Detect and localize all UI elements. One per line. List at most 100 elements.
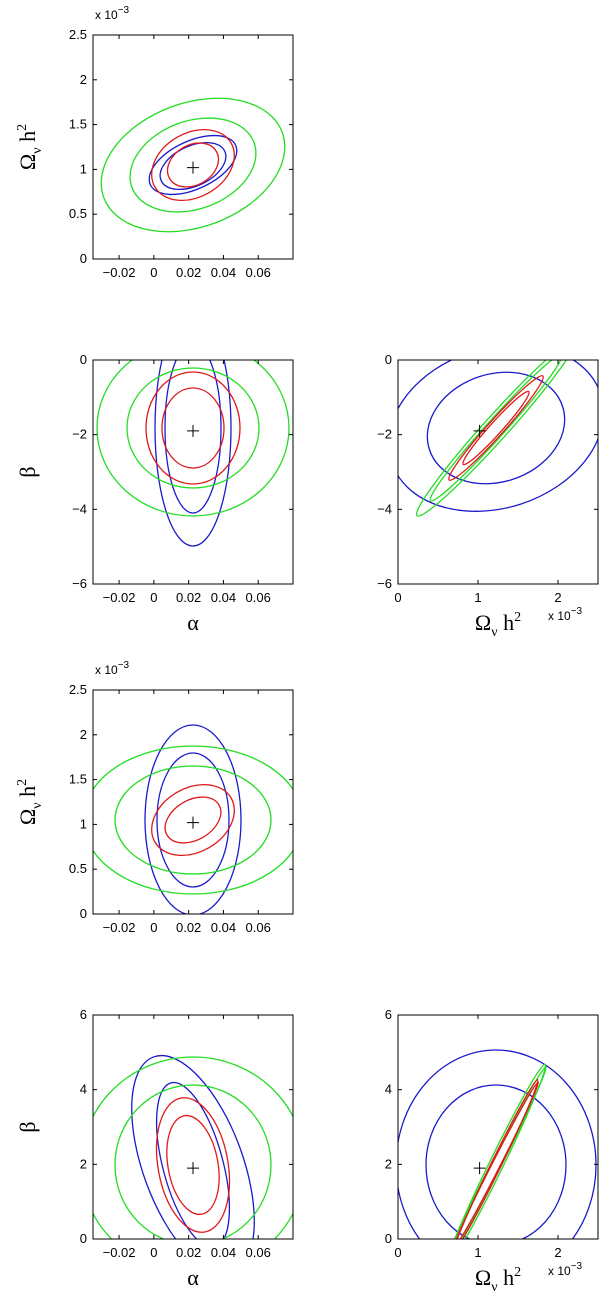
- contours: [100, 97, 286, 233]
- red-contour-5: [453, 1078, 539, 1239]
- x-tick-label: 0.06: [246, 1245, 271, 1260]
- y-tick-label: 1: [80, 161, 87, 176]
- green-contour-3: [415, 360, 577, 517]
- contours: [398, 360, 598, 517]
- y-tick-label: 0: [80, 352, 87, 367]
- x-tick-label: 0.06: [246, 920, 271, 935]
- y-tick-label: 0: [385, 352, 392, 367]
- red-contour-5: [145, 371, 241, 485]
- y-tick-label: 0: [80, 906, 87, 921]
- red-contour-5: [151, 128, 235, 202]
- axes-frame: [397, 1014, 599, 1240]
- y-tick-label: −2: [72, 427, 87, 442]
- x-tick-label: 0: [150, 920, 157, 935]
- green-contour-4: [114, 765, 272, 875]
- best-fit-marker: [473, 424, 486, 437]
- x-axis-label: Ων h2: [475, 610, 521, 640]
- red-contour-5: [151, 783, 235, 857]
- x-tick-label: 1: [474, 590, 481, 605]
- red-contour-5: [155, 1097, 231, 1233]
- red-contour-6: [462, 390, 530, 466]
- x-tick-label: 0: [150, 1245, 157, 1260]
- y-tick-label: 2: [385, 1156, 392, 1171]
- x-tick-label: 0.02: [176, 920, 201, 935]
- contours: [96, 360, 290, 547]
- blue-contour-2: [156, 752, 230, 888]
- x-tick-label: 0: [394, 590, 401, 605]
- x-tick-label: 0.04: [211, 265, 236, 280]
- axes-frame: [92, 34, 294, 260]
- x-tick-label: 0.06: [246, 590, 271, 605]
- x-tick-label: 0.02: [176, 590, 201, 605]
- green-contour-4: [429, 360, 563, 502]
- y-axis-label: β: [15, 1121, 40, 1132]
- blue-contour-1: [131, 1054, 255, 1239]
- contours: [93, 724, 293, 914]
- panel-5: −0.02 0 0.02 0.04 0.06 0 2 4 6 α β: [15, 1007, 294, 1290]
- x-exponent-label: x 10−3: [548, 606, 583, 623]
- y-tick-label: −4: [377, 501, 392, 516]
- panel-4: −0.02 0 0.02 0.04 0.06 0 0.5 1 1.5 2 2.5 x 10−3 Ων h…: [15, 660, 294, 935]
- y-axis-label: Ων h2: [15, 124, 45, 170]
- y-tick-label: 0: [80, 251, 87, 266]
- x-tick-label: 0.04: [211, 1245, 236, 1260]
- blue-contour-2: [426, 371, 566, 485]
- y-exponent-label: x 10−3: [95, 5, 130, 22]
- y-axis-label: β: [15, 466, 40, 477]
- best-fit-marker: [187, 424, 199, 437]
- blue-contour-1: [148, 134, 238, 196]
- green-contour-4: [114, 1084, 272, 1239]
- x-axis-label: α: [187, 610, 199, 635]
- x-tick-label: −0.02: [103, 1245, 136, 1260]
- y-tick-label: −6: [72, 576, 87, 591]
- y-tick-label: −2: [377, 427, 392, 442]
- y-tick-label: 0: [80, 1231, 87, 1246]
- green-contour-4: [126, 367, 260, 489]
- y-tick-label: 2: [80, 1156, 87, 1171]
- y-tick-label: 4: [385, 1082, 392, 1097]
- x-tick-label: 1: [474, 1245, 481, 1260]
- blue-contour-2: [425, 1084, 567, 1239]
- green-contour-3: [96, 360, 290, 517]
- panel-3: 0 1 2 0 −2 −4 −6 x 10−3 Ων h2: [377, 352, 599, 640]
- y-tick-label: 2.5: [69, 682, 87, 697]
- y-tick-label: 2: [80, 72, 87, 87]
- axes-frame: [92, 1014, 294, 1240]
- y-tick-label: −6: [377, 576, 392, 591]
- blue-contour-1: [144, 724, 242, 914]
- x-tick-label: −0.02: [103, 590, 136, 605]
- panel-6: 0 1 2 0 2 4 6 x 10−3 Ων h2: [385, 1007, 599, 1295]
- blue-contour-1: [154, 360, 232, 547]
- x-tick-label: −0.02: [103, 920, 136, 935]
- y-tick-label: 1.5: [69, 117, 87, 132]
- y-tick-label: 2: [80, 727, 87, 742]
- best-fit-marker: [187, 161, 199, 174]
- x-tick-label: 0: [394, 1245, 401, 1260]
- contours: [93, 1054, 293, 1239]
- y-exponent-label: x 10−3: [95, 660, 130, 677]
- axes-frame: [397, 359, 599, 585]
- y-tick-label: 1.5: [69, 772, 87, 787]
- best-fit-marker: [187, 816, 199, 829]
- red-contour-5: [448, 375, 544, 481]
- blue-contour-1: [398, 1049, 597, 1239]
- blue-contour-1: [398, 360, 598, 512]
- x-tick-label: −0.02: [103, 265, 136, 280]
- green-contour-3: [93, 1056, 293, 1239]
- blue-contour-2: [155, 1081, 231, 1239]
- green-contour-4: [129, 117, 257, 213]
- best-fit-marker: [473, 1162, 486, 1175]
- y-axis-label: Ων h2: [15, 779, 45, 825]
- panel-1: −0.02 0 0.02 0.04 0.06 0 0.5 1 1.5 2 2.5 x 10−3 Ων h…: [15, 5, 294, 280]
- y-tick-label: 6: [385, 1007, 392, 1022]
- blue-contour-2: [159, 141, 227, 191]
- x-tick-label: 0.02: [176, 1245, 201, 1260]
- red-contour-6: [164, 796, 222, 844]
- red-contour-6: [166, 1114, 220, 1216]
- x-tick-label: 0: [150, 590, 157, 605]
- contours: [398, 1049, 597, 1239]
- x-tick-label: 2: [554, 1245, 561, 1260]
- y-tick-label: −4: [72, 501, 87, 516]
- x-tick-label: 0.02: [176, 265, 201, 280]
